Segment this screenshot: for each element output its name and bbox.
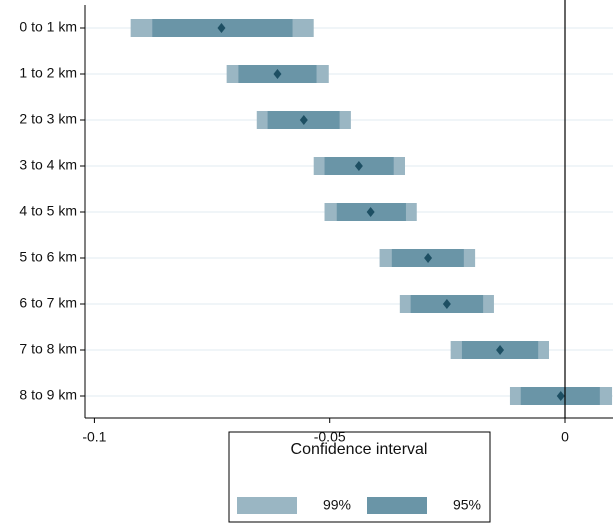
legend-title: Confidence interval xyxy=(291,441,428,458)
y-tick-label: 7 to 8 km xyxy=(19,341,77,357)
x-tick-label: 0 xyxy=(561,429,569,445)
y-tick-label: 5 to 6 km xyxy=(19,249,77,265)
legend-swatch xyxy=(237,497,297,514)
y-tick-label: 0 to 1 km xyxy=(19,19,77,35)
x-tick-label: -0.1 xyxy=(82,429,106,445)
y-tick-label: 2 to 3 km xyxy=(19,111,77,127)
x-tick-label: -0.05 xyxy=(314,429,346,445)
y-tick-label: 8 to 9 km xyxy=(19,387,77,403)
estimate-point xyxy=(556,391,565,401)
estimate-point xyxy=(424,253,433,263)
estimate-point xyxy=(496,345,505,355)
estimate-point xyxy=(299,115,308,125)
y-tick-label: 6 to 7 km xyxy=(19,295,77,311)
estimate-point xyxy=(273,69,282,79)
legend-swatch xyxy=(367,497,427,514)
estimate-point xyxy=(217,23,226,33)
estimate-point xyxy=(442,299,451,309)
legend-label: 95% xyxy=(453,497,481,513)
y-tick-label: 3 to 4 km xyxy=(19,157,77,173)
legend-label: 99% xyxy=(323,497,351,513)
estimate-point xyxy=(354,161,363,171)
y-tick-label: 1 to 2 km xyxy=(19,65,77,81)
estimate-point xyxy=(366,207,375,217)
y-tick-label: 4 to 5 km xyxy=(19,203,77,219)
